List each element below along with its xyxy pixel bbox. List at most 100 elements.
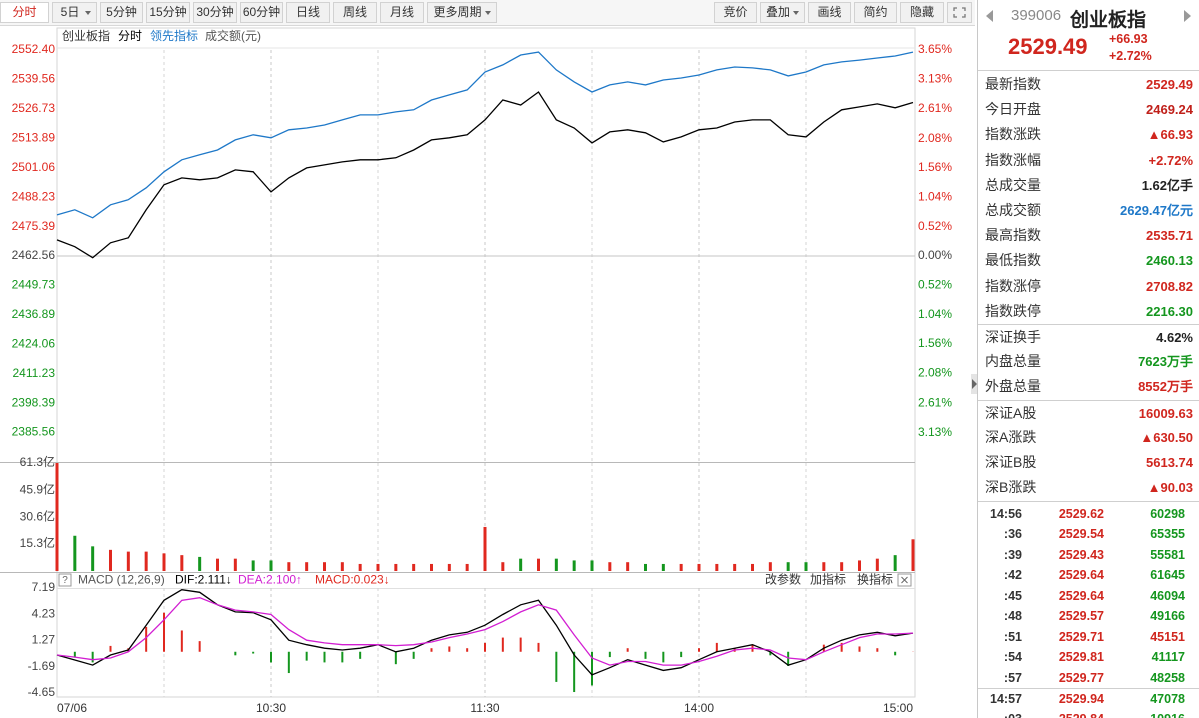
y-tick-label: 30.6亿 — [20, 508, 55, 523]
tick-row: 14:57 2529.94 47078 — [978, 688, 1199, 709]
macd-bar — [163, 612, 165, 652]
stat-value: 7623万手 — [1138, 354, 1193, 370]
stat-label: 指数涨幅 — [985, 151, 1041, 168]
macd-bar — [430, 648, 433, 652]
y2-tick-label: 3.13% — [918, 72, 952, 86]
y-tick-label: 61.3亿 — [20, 454, 55, 469]
stat-label: 深证A股 — [985, 404, 1037, 421]
volume-bar — [822, 562, 826, 571]
macd-bar — [252, 651, 255, 654]
toolbar-button[interactable]: 周线 — [333, 2, 377, 23]
y-tick-label: 2436.89 — [12, 307, 56, 321]
toolbar-button[interactable]: 日线 — [286, 2, 330, 23]
volume-bar — [287, 562, 291, 571]
x-tick-label: 07/06 — [57, 701, 87, 715]
stat-row: 指数涨幅 +2.72% — [978, 148, 1199, 173]
indicator-button[interactable]: 换指标 — [857, 572, 893, 587]
volume-bar — [340, 562, 344, 571]
tick-price: 2529.94 — [1058, 692, 1104, 707]
next-arrow[interactable] — [1184, 10, 1191, 22]
indicator-button[interactable]: 加指标 — [810, 572, 846, 587]
toolbar-button[interactable]: 分时 — [0, 2, 49, 23]
volume-bar — [572, 560, 576, 571]
indicator-button[interactable]: 改参数 — [765, 572, 801, 587]
volume-bar — [626, 562, 630, 571]
macd-bar — [608, 651, 611, 658]
volume-bar — [875, 558, 879, 571]
tick-row: :48 2529.57 49166 — [978, 606, 1199, 626]
help-icon[interactable] — [58, 573, 72, 587]
y-tick-label: 2398.39 — [12, 395, 56, 409]
macd-bar — [287, 651, 290, 674]
toolbar-button[interactable]: 叠加 — [760, 2, 805, 23]
volume-bar — [126, 551, 130, 571]
stat-row: 指数涨跌 ▲66.93 — [978, 122, 1199, 147]
volume-bar — [180, 555, 184, 571]
macd-bar — [394, 651, 397, 665]
tick-row: :57 2529.77 48258 — [978, 668, 1199, 688]
collapse-handle[interactable] — [971, 374, 978, 394]
dif-line — [56, 589, 914, 676]
volume-bar — [679, 563, 683, 571]
toolbar-button[interactable]: 60分钟 — [240, 2, 283, 23]
y-tick-label: -4.65 — [28, 685, 56, 699]
toolbar-button[interactable]: 30分钟 — [193, 2, 237, 23]
tick-price: 2529.81 — [1058, 650, 1104, 665]
toolbar-button[interactable]: 月线 — [380, 2, 424, 23]
macd-bar — [698, 648, 700, 652]
quote-code: 399006 — [1011, 7, 1062, 24]
volume-bar — [430, 563, 433, 571]
toolbar-button[interactable]: 15分钟 — [146, 2, 190, 23]
macd-bar — [234, 651, 237, 656]
prev-arrow[interactable] — [986, 10, 993, 22]
y2-tick-label: 3.13% — [918, 425, 952, 439]
toolbar-button[interactable]: 5分钟 — [100, 2, 143, 23]
tick-row: 14:56 2529.62 60298 — [978, 504, 1199, 524]
tick-row: :39 2529.43 55581 — [978, 545, 1199, 565]
close-indicator[interactable] — [897, 573, 912, 587]
toolbar-button[interactable]: 更多周期 — [427, 2, 497, 23]
tick-price: 2529.71 — [1058, 629, 1104, 644]
macd-bar — [91, 651, 94, 663]
macd-bar — [876, 648, 879, 652]
stat-value: ▲630.50 — [1140, 429, 1193, 445]
toolbar-button[interactable]: 隐藏 — [900, 2, 944, 23]
toolbar-button[interactable]: 简约 — [854, 2, 897, 23]
stat-row: 最低指数 2460.13 — [978, 248, 1199, 273]
quote-panel: 399006 创业板指 2529.49 +66.93 +2.72% 最新指数 25… — [977, 0, 1199, 718]
macd-bar — [626, 648, 629, 652]
volume-bar — [483, 526, 487, 571]
stat-value: 5613.74 — [1146, 455, 1193, 470]
y-tick-label: 2385.56 — [12, 425, 56, 439]
volume-bar — [858, 560, 861, 571]
stat-label: 内盘总量 — [985, 353, 1041, 370]
tick-time: :54 — [1003, 650, 1022, 665]
stat-row: 总成交额 2629.47亿元 — [978, 198, 1199, 223]
tick-time: :39 — [1003, 547, 1022, 562]
macd-bar — [555, 651, 558, 682]
stat-label: 最低指数 — [985, 252, 1041, 269]
stat-value: 8552万手 — [1138, 379, 1193, 395]
y-tick-label: 2462.56 — [12, 248, 56, 262]
tick-time: :42 — [1003, 568, 1022, 583]
macd-bar — [270, 651, 272, 663]
volume-bar — [804, 562, 808, 571]
expand-button[interactable] — [947, 2, 972, 23]
volume-bar — [447, 563, 451, 571]
tick-row: :42 2529.64 61645 — [978, 565, 1199, 585]
tick-time: :51 — [1003, 629, 1022, 644]
macd-title: MACD (12,26,9) — [78, 573, 165, 587]
toolbar-button[interactable]: 5日 — [52, 2, 97, 23]
y2-tick-label: 1.04% — [918, 307, 952, 321]
volume-bar — [305, 562, 309, 571]
stat-value: 2460.13 — [1146, 253, 1193, 269]
stat-value: 16009.63 — [1138, 405, 1193, 421]
stat-row: 最高指数 2535.71 — [978, 223, 1199, 248]
legend-entry: 分时 — [118, 29, 142, 43]
tick-time: 14:57 — [990, 692, 1022, 707]
y-tick-label: 4.23 — [32, 606, 56, 620]
y-tick-label: 2526.73 — [12, 101, 56, 115]
x-tick-label: 15:00 — [883, 701, 913, 715]
toolbar-button[interactable]: 竞价 — [714, 2, 757, 23]
toolbar-button[interactable]: 画线 — [808, 2, 851, 23]
